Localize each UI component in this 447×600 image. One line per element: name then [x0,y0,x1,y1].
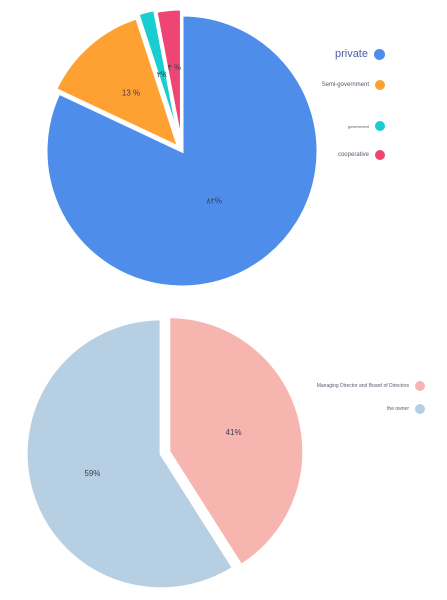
legend-item-cooperative[interactable]: cooperative [338,150,385,160]
ownership-type-pie: ۸۲% 13 % ۲%۳ % [44,7,320,289]
slice-label-managing-director-and-board-of-directors: 41% [226,428,242,437]
legend-item-the-owner[interactable]: the owner [387,404,425,414]
legend-item-government[interactable]: government [348,121,385,131]
slice-label-private: ۸۲% [206,197,222,206]
slice-label-cooperative: ۳ % [167,63,181,72]
legend-swatch-private [374,48,385,60]
legend-label-cooperative: cooperative [337,152,369,158]
legend-item-semi-government[interactable]: Semi-government [322,80,385,90]
slice-label-the-owner: 59% [84,469,100,478]
ownership-type-legend: private Semi-government government coope… [260,0,385,300]
legend-swatch-cooperative [375,150,385,160]
legend-swatch-the-owner [415,404,425,414]
legend-label-semi-government: Semi-government [321,82,369,88]
legend-label-government: government [347,123,369,129]
legend-label-the-owner: the owner [387,406,409,412]
legend-item-managing-director[interactable]: Managing Director and Board of Directors [317,381,425,391]
management-pie: 41% 59% [24,315,306,591]
legend-swatch-semi-government [375,80,385,90]
pie-slice-cooperative[interactable] [154,7,183,146]
legend-label-managing-director: Managing Director and Board of Directors [316,383,409,389]
legend-swatch-government [375,121,385,131]
pie-slice-semi-government[interactable] [53,16,182,151]
pie-slice-government[interactable] [136,7,182,144]
pie-slice-the-owner[interactable] [24,317,236,591]
pie-slice-managing-director-and-board-of-directors[interactable] [167,315,306,568]
ownership-type-chart: ۸۲% 13 % ۲% ۳ % private Semi-government gov… [44,0,385,300]
legend-swatch-managing-director [415,381,425,391]
pie-slice-private[interactable] [44,13,320,289]
legend-item-private[interactable]: private [335,48,385,60]
slice-label-semi-government: 13 % [122,88,140,97]
management-legend: Managing Director and Board of Directors… [240,300,425,600]
slice-label-government: ۲% [157,70,168,79]
management-chart: 41% 59% Managing Director and Board of Di… [0,300,447,600]
legend-label-private: private [334,48,368,60]
